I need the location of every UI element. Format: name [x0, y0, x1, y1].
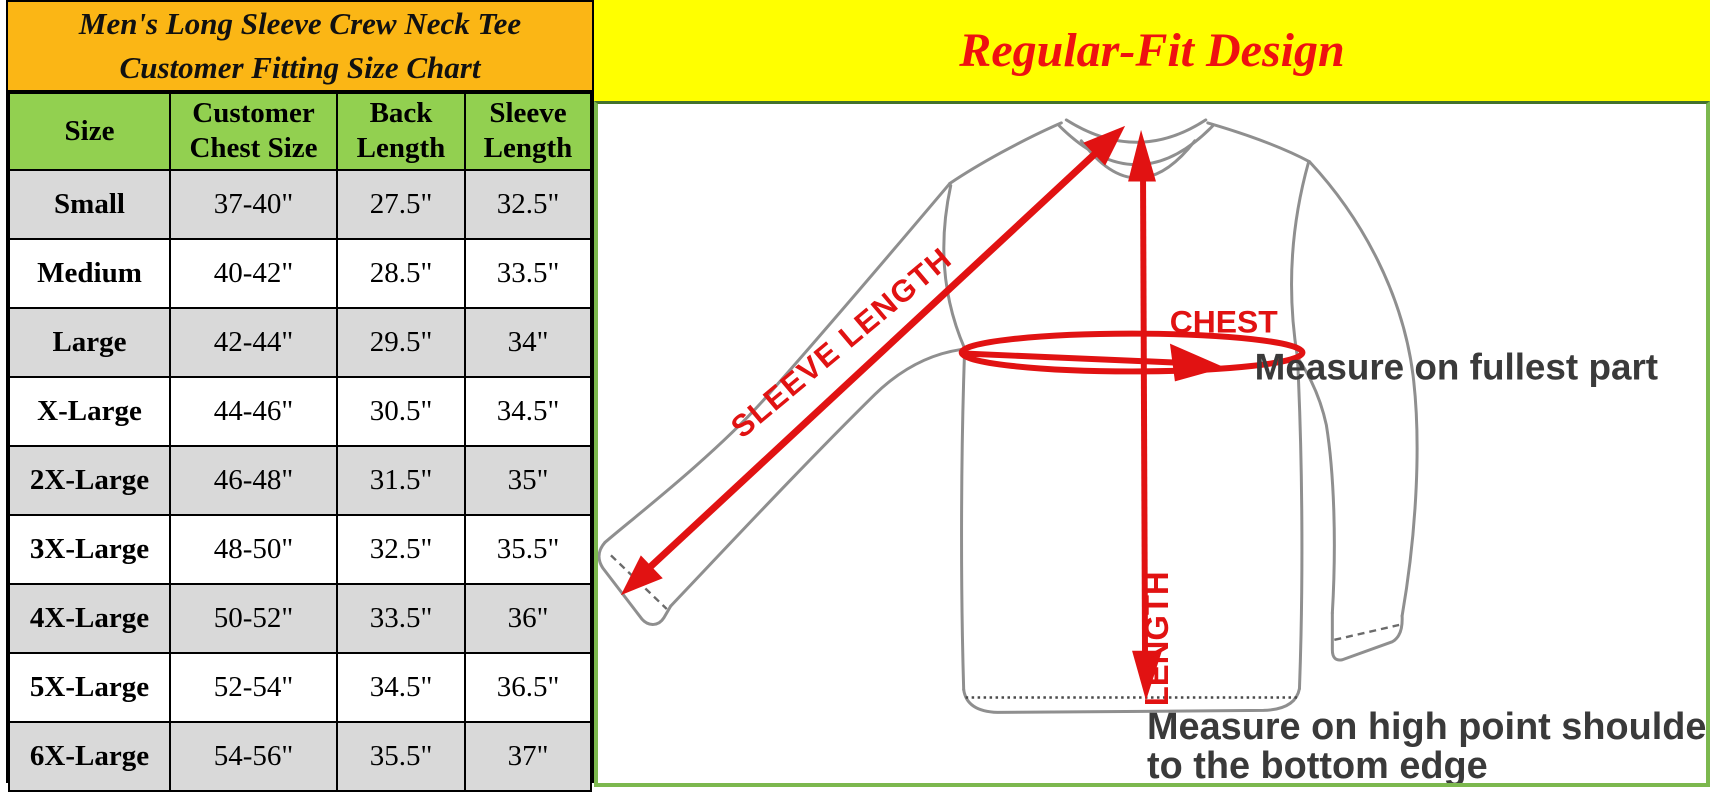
cell-size: 5X-Large	[8, 651, 171, 723]
sleeve-length-label: SLEEVE LENGTH	[724, 240, 959, 444]
body-right-seam	[1295, 356, 1304, 691]
collar-outer-arc	[1064, 118, 1208, 144]
cell-back: 32.5"	[336, 513, 466, 585]
cell-size: 4X-Large	[8, 582, 171, 654]
size-table-panel: Men's Long Sleeve Crew Neck Tee Customer…	[6, 0, 594, 792]
length-arrow-shaft	[1140, 176, 1149, 657]
shirt-diagram-svg: SLEEVE LENGTH CHEST LENGTH Measure on fu…	[598, 118, 1706, 783]
size-chart-title-line2: Customer Fitting Size Chart	[119, 50, 481, 86]
cell-sleeve: 34.5"	[464, 375, 592, 447]
fit-diagram-panel: Regular-Fit Design	[594, 0, 1710, 787]
header-cell-size: Size	[8, 92, 171, 171]
cell-sleeve: 34"	[464, 306, 592, 378]
header-cell-back: Back Length	[336, 92, 466, 171]
cell-back: 29.5"	[336, 306, 466, 378]
cell-chest: 54-56"	[169, 720, 338, 792]
cell-sleeve: 37"	[464, 720, 592, 792]
cell-size: Medium	[8, 237, 171, 309]
size-table: Size Customer Chest Size Back Length Sle…	[8, 92, 592, 792]
right-sleeve-outer-edge	[1307, 160, 1419, 618]
length-arrowhead-bottom	[1132, 650, 1162, 701]
chest-arrow-shaft	[963, 350, 1175, 366]
length-arrow: LENGTH	[1128, 129, 1175, 706]
cell-sleeve: 35.5"	[464, 513, 592, 585]
left-armhole-seam	[942, 184, 967, 351]
table-row-xlarge: X-Large 44-46" 30.5" 34.5"	[8, 375, 592, 447]
cell-chest: 46-48"	[169, 444, 338, 516]
length-note-line1: Measure on high point shoulder	[1147, 706, 1706, 748]
cell-back: 33.5"	[336, 582, 466, 654]
cell-back: 28.5"	[336, 237, 466, 309]
body-left-seam	[960, 347, 967, 692]
measure-notes: Measure on fullest part Measure on high …	[1147, 346, 1706, 783]
hem-bottom-edge	[962, 687, 1301, 714]
table-row-large: Large 42-44" 29.5" 34"	[8, 306, 592, 378]
cell-sleeve: 33.5"	[464, 237, 592, 309]
cell-chest: 44-46"	[169, 375, 338, 447]
cell-sleeve: 36"	[464, 582, 592, 654]
chest-measure-arrow: CHEST	[958, 304, 1306, 382]
cell-back: 34.5"	[336, 651, 466, 723]
cell-size: 2X-Large	[8, 444, 171, 516]
table-row-6xlarge: 6X-Large 54-56" 35.5" 37"	[8, 720, 592, 792]
cell-chest: 37-40"	[169, 168, 338, 240]
table-row-4xlarge: 4X-Large 50-52" 33.5" 36"	[8, 582, 592, 654]
size-chart-title-line1: Men's Long Sleeve Crew Neck Tee	[78, 6, 522, 41]
right-armhole-seam	[1290, 161, 1310, 359]
chest-note: Measure on fullest part	[1255, 346, 1658, 387]
cell-size: 3X-Large	[8, 513, 171, 585]
header-cell-chest: Customer Chest Size	[169, 92, 338, 171]
table-row-small: Small 37-40" 27.5" 32.5"	[8, 168, 592, 240]
cell-back: 31.5"	[336, 444, 466, 516]
left-sleeve-inner-edge	[669, 348, 963, 608]
right-cuff-outline	[1330, 611, 1404, 662]
table-row-2xlarge: 2X-Large 46-48" 31.5" 35"	[8, 444, 592, 516]
left-shoulder-line	[948, 121, 1063, 186]
cell-size: Large	[8, 306, 171, 378]
sleeve-length-arrowhead-top	[1083, 125, 1126, 166]
cell-back: 27.5"	[336, 168, 466, 240]
length-label: LENGTH	[1138, 571, 1175, 706]
cell-sleeve: 32.5"	[464, 168, 592, 240]
table-row-3xlarge: 3X-Large 48-50" 32.5" 35.5"	[8, 513, 592, 585]
table-row-medium: Medium 40-42" 28.5" 33.5"	[8, 237, 592, 309]
chest-label: CHEST	[1170, 304, 1279, 340]
cell-chest: 40-42"	[169, 237, 338, 309]
cell-sleeve: 35"	[464, 444, 592, 516]
right-sleeve-inner-edge	[1295, 356, 1336, 615]
right-cuff-dashed-line	[1334, 623, 1400, 642]
left-cuff-outline	[598, 540, 673, 626]
length-note-line2: to the bottom edge	[1147, 745, 1488, 783]
sleeve-length-arrow: SLEEVE LENGTH	[620, 125, 1126, 596]
cell-sleeve: 36.5"	[464, 651, 592, 723]
chest-arrowhead	[1169, 343, 1225, 382]
fit-design-title: Regular-Fit Design	[594, 0, 1710, 101]
cell-back: 35.5"	[336, 720, 466, 792]
cell-chest: 52-54"	[169, 651, 338, 723]
cell-chest: 48-50"	[169, 513, 338, 585]
size-table-header-row: Size Customer Chest Size Back Length Sle…	[8, 92, 592, 171]
header-cell-sleeve: Sleeve Length	[464, 92, 592, 171]
sleeve-length-arrowhead-bottom	[620, 555, 663, 596]
sleeve-length-arrow-shaft	[646, 149, 1100, 571]
size-chart-title: Men's Long Sleeve Crew Neck Tee Customer…	[8, 2, 592, 93]
table-row-5xlarge: 5X-Large 52-54" 34.5" 36.5"	[8, 651, 592, 723]
right-shoulder-line	[1206, 121, 1311, 164]
left-sleeve-outer-edge	[603, 182, 952, 544]
cell-size: Small	[8, 168, 171, 240]
shirt-outline	[598, 118, 1419, 714]
cell-back: 30.5"	[336, 375, 466, 447]
cell-chest: 42-44"	[169, 306, 338, 378]
cell-size: X-Large	[8, 375, 171, 447]
cell-chest: 50-52"	[169, 582, 338, 654]
chest-ellipse	[958, 330, 1306, 375]
length-arrowhead-top	[1128, 129, 1156, 182]
shirt-diagram: SLEEVE LENGTH CHEST LENGTH Measure on fu…	[594, 101, 1710, 787]
cell-size: 6X-Large	[8, 720, 171, 792]
